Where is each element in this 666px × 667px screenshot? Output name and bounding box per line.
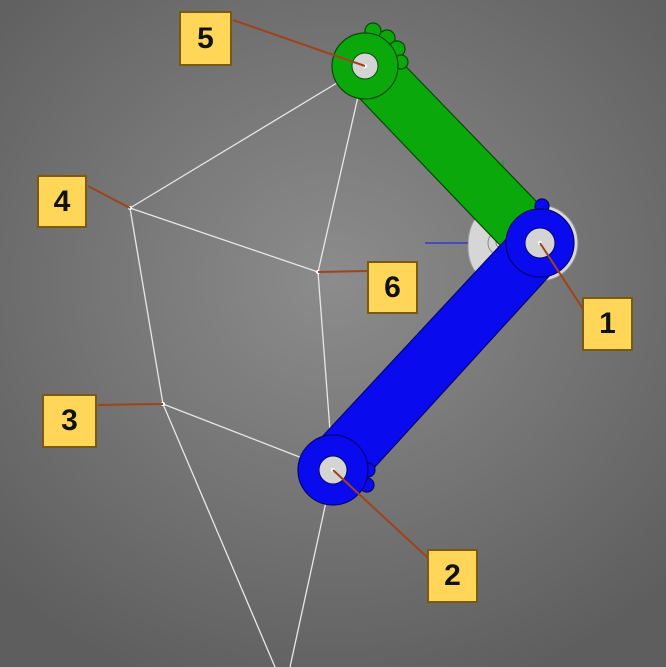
callout-label-3: 3	[42, 394, 97, 448]
leader-6	[317, 270, 369, 273]
leader-5	[232, 19, 366, 67]
callout-label-6: 6	[367, 261, 418, 314]
wire-5-6	[317, 65, 366, 273]
leader-1	[539, 242, 584, 310]
wire-4-6	[129, 207, 319, 273]
wireframe	[129, 65, 366, 667]
leader-3	[97, 403, 164, 406]
leader-lines	[87, 19, 584, 559]
callout-label-2: 2	[427, 549, 478, 603]
blue-link	[297, 198, 575, 506]
callout-label-1: 1	[582, 297, 633, 351]
wire-4-3	[129, 207, 164, 405]
callout-label-5: 5	[179, 11, 232, 66]
wire-3-bottom	[162, 403, 276, 667]
leader-2	[332, 469, 429, 559]
leader-4	[87, 185, 131, 209]
wire-5-4	[129, 65, 366, 209]
callout-label-4: 4	[37, 175, 87, 228]
